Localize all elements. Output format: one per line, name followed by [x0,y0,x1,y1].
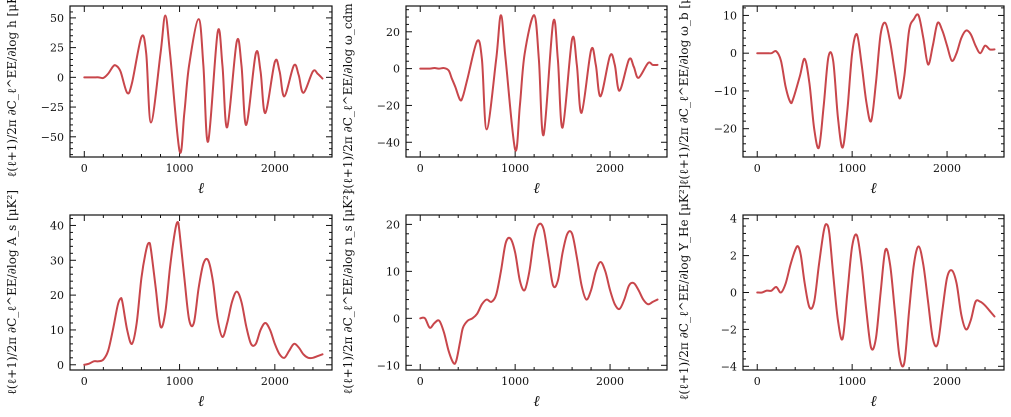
y-tick-label: 30 [50,254,64,267]
series-line [756,223,996,368]
x-axis-label: ℓ [198,179,204,197]
series-line [83,220,324,366]
y-axis-label: ℓ(ℓ+1)/2π ∂C_ℓ^EE/∂log h [μK²] [5,0,19,177]
y-axis-label: ℓ(ℓ+1)/2π ∂C_ℓ^EE/∂log ω_cdm [μK²] [341,0,355,194]
axes-frame [742,5,1005,158]
y-tick-label: −10 [377,359,400,372]
y-tick-label: −40 [377,136,400,149]
y-tick-label: 4 [730,213,737,226]
panel-bottom-left: 0 1000 2000 0 10 20 30 40 ℓ ℓ(ℓ+1)/2π ∂C_ℓ^EE/∂lo… [5,190,333,410]
y-tick-label: −20 [377,99,400,112]
y-tick-label: 25 [50,42,64,55]
series-line [419,14,659,152]
y-tick-label: 0 [730,47,737,60]
y-tick-label: 0 [57,359,64,372]
y-axis-label: ℓ(ℓ+1)/2π ∂C_ℓ^EE/∂log ω_b [μK²] [677,0,691,185]
y-tick-label: −4 [721,360,737,373]
panel-top-left: 0 1000 2000 −50 −25 0 25 50 ℓ ℓ(ℓ+1)/2π ∂C_ℓ^EE/∂… [5,0,333,197]
axes-frame [69,5,333,158]
x-tick-label: 1000 [501,162,529,175]
x-tick-label: 1000 [166,375,194,388]
axes-frame [405,5,668,158]
x-tick-label: 0 [754,162,761,175]
y-tick-label: −50 [41,131,64,144]
y-tick-label: 10 [386,265,400,278]
y-tick-label: 50 [50,12,64,25]
y-tick-label: 40 [50,219,64,232]
x-tick-label: 0 [81,375,88,388]
x-tick-label: 2000 [933,375,961,388]
y-tick-label: 0 [393,63,400,76]
y-tick-label: −2 [721,323,737,336]
y-tick-label: −25 [41,101,64,114]
x-tick-label: 0 [417,375,424,388]
y-tick-label: −20 [714,123,737,136]
x-tick-label: 1000 [838,375,866,388]
x-axis-label: ℓ [198,392,204,410]
panel-top-center: 0 1000 2000 −40 −20 0 20 ℓ ℓ(ℓ+1)/2π ∂C_ℓ^EE/∂lo… [341,0,668,197]
y-tick-label: 20 [386,218,400,231]
y-tick-label: 0 [57,71,64,84]
axes-frame [69,214,333,371]
panel-bottom-center: 0 1000 2000 −10 0 10 20 ℓ ℓ(ℓ+1)/2π ∂C_ℓ^EE/∂log… [341,190,668,410]
x-tick-label: 2000 [596,162,624,175]
series-line [756,13,996,150]
y-tick-label: −10 [714,85,737,98]
x-axis-label: ℓ [533,392,539,410]
x-axis-label: ℓ [870,179,876,197]
x-tick-label: 2000 [596,375,624,388]
panel-bottom-right: 0 1000 2000 −4 −2 0 2 4 ℓ ℓ(ℓ+1)/2π ∂C_ℓ^EE/∂log … [677,185,1005,410]
y-tick-label: 10 [50,324,64,337]
x-tick-label: 1000 [838,162,866,175]
x-tick-label: 2000 [933,162,961,175]
x-tick-label: 0 [417,162,424,175]
y-tick-label: 2 [730,250,737,263]
y-axis-label: ℓ(ℓ+1)/2π ∂C_ℓ^EE/∂log n_s [μK²] [341,190,355,394]
y-tick-label: 0 [730,287,737,300]
y-tick-label: 20 [50,289,64,302]
x-tick-label: 1000 [501,375,529,388]
y-tick-label: 20 [386,26,400,39]
series-line [83,14,324,154]
x-tick-label: 0 [81,162,88,175]
axes-frame [405,214,668,371]
series-line [419,222,659,365]
x-tick-label: 2000 [261,375,289,388]
x-axis-label: ℓ [533,179,539,197]
y-tick-label: 0 [393,312,400,325]
y-axis-label: ℓ(ℓ+1)/2π ∂C_ℓ^EE/∂log Y_He [μK²] [677,185,691,401]
x-tick-label: 2000 [261,162,289,175]
y-tick-label: 10 [723,9,737,22]
x-tick-label: 1000 [166,162,194,175]
x-axis-label: ℓ [870,392,876,410]
x-tick-label: 0 [754,375,761,388]
axes-frame [742,214,1005,371]
y-axis-label: ℓ(ℓ+1)/2π ∂C_ℓ^EE/∂log A_s [μK²] [5,190,19,395]
panel-top-right: 0 1000 2000 −20 −10 0 10 ℓ ℓ(ℓ+1)/2π ∂C_ℓ^EE/∂lo… [677,0,1005,197]
